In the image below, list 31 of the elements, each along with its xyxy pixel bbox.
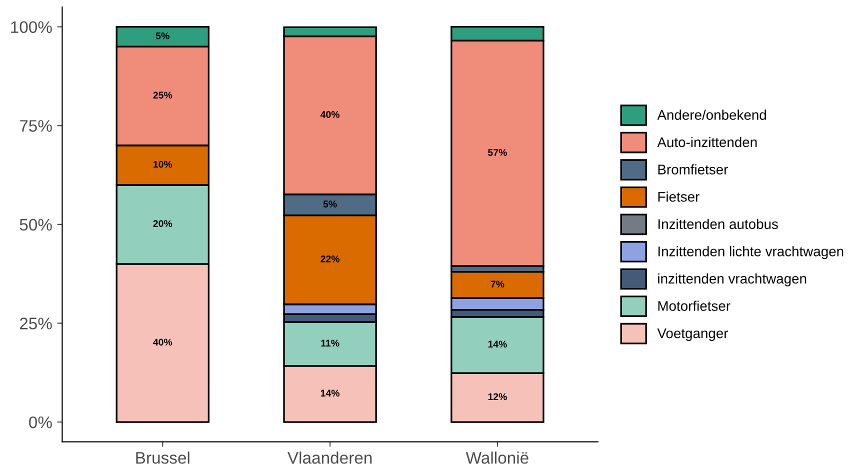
x-tick-label: Vlaanderen: [287, 452, 372, 464]
x-tick-label: Brussel: [136, 452, 190, 464]
data-label: 7%: [490, 280, 504, 288]
legend-label: Fietser: [658, 192, 700, 202]
data-label: 40%: [153, 338, 172, 346]
legend-label: Inzittenden lichte vrachtwagen: [658, 246, 844, 260]
data-label: 40%: [320, 111, 340, 118]
data-label: 20%: [153, 220, 172, 228]
data-label: 57%: [488, 149, 507, 156]
data-label: 11%: [321, 340, 340, 347]
data-label: 22%: [320, 256, 340, 262]
data-label: 12%: [488, 393, 507, 400]
legend-label: Auto-inzittenden: [657, 136, 757, 148]
legend-label: Bromfietser: [658, 164, 728, 174]
x-tick-label: Wallonië: [466, 452, 528, 464]
legend-label: inzittenden vrachtwagen: [658, 273, 806, 286]
data-label: 14%: [320, 390, 340, 397]
y-tick-label: 50%: [20, 218, 52, 231]
data-label: 10%: [154, 160, 172, 168]
y-tick-label: 25%: [20, 318, 52, 330]
data-label: 14%: [488, 340, 507, 348]
data-label: 5%: [156, 32, 170, 40]
y-tick-label: 100%: [11, 21, 52, 34]
y-tick-label: 0%: [29, 416, 52, 428]
data-label: 5%: [323, 200, 337, 208]
y-tick-label: 75%: [20, 120, 52, 132]
legend-label: Voetganger: [657, 328, 728, 341]
data-label: 25%: [153, 92, 172, 99]
legend-label: Inzittenden autobus: [658, 218, 778, 230]
legend-label: Andere/onbekend: [657, 110, 766, 120]
legend-label: Motorfietser: [658, 300, 730, 311]
